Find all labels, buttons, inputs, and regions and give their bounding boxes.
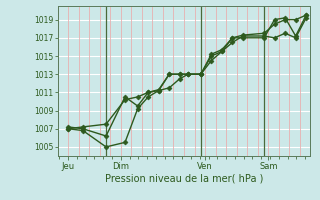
- X-axis label: Pression niveau de la mer( hPa ): Pression niveau de la mer( hPa ): [105, 173, 263, 183]
